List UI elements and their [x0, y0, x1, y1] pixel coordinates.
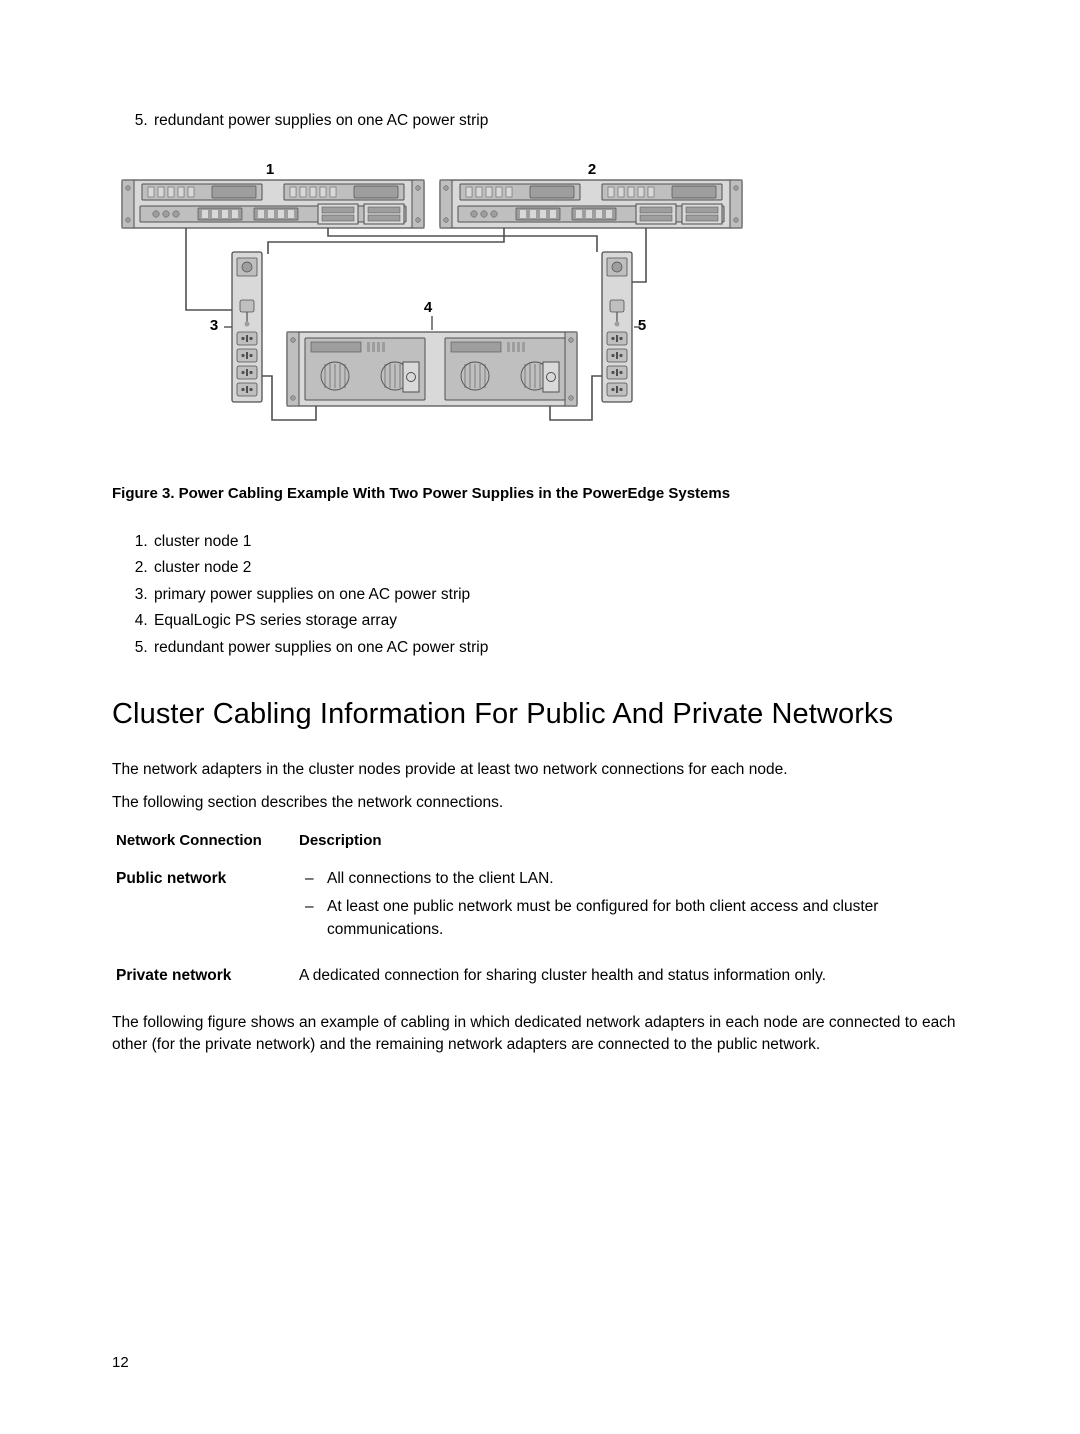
- power-cabling-diagram: 1 2 3 4 5: [112, 162, 752, 457]
- table-row: Public network All connections to the cl…: [112, 862, 970, 959]
- figure-3: 1 2 3 4 5 Figure 3. Power Cabling Example Wi…: [112, 162, 970, 504]
- intro-list: redundant power supplies on one AC power…: [112, 110, 970, 132]
- svg-text:1: 1: [266, 162, 274, 178]
- list-item: EqualLogic PS series storage array: [152, 610, 970, 632]
- table-header: Description: [295, 824, 970, 862]
- list-item: primary power supplies on one AC power s…: [152, 584, 970, 606]
- svg-text:4: 4: [424, 299, 433, 316]
- figure-caption: Figure 3. Power Cabling Example With Two…: [112, 483, 970, 505]
- intro-list-item: redundant power supplies on one AC power…: [152, 110, 970, 132]
- section-title: Cluster Cabling Information For Public A…: [112, 693, 970, 735]
- section-paragraph: The network adapters in the cluster node…: [112, 759, 970, 781]
- page-number: 12: [112, 1352, 129, 1374]
- list-item: cluster node 2: [152, 557, 970, 579]
- list-item: At least one public network must be conf…: [299, 896, 966, 941]
- svg-text:3: 3: [210, 317, 218, 334]
- section-paragraph: The following section describes the netw…: [112, 792, 970, 814]
- table-header: Network Connection: [112, 824, 295, 862]
- table-row: Private network A dedicated connection f…: [112, 959, 970, 999]
- figure-legend: cluster node 1 cluster node 2 primary po…: [112, 531, 970, 659]
- svg-text:2: 2: [588, 162, 596, 178]
- connection-name: Public network: [112, 862, 295, 959]
- connection-description: A dedicated connection for sharing clust…: [295, 959, 970, 999]
- list-item: All connections to the client LAN.: [299, 868, 966, 890]
- connection-description: All connections to the client LAN. At le…: [295, 862, 970, 959]
- bullet-list: All connections to the client LAN. At le…: [299, 868, 966, 941]
- connection-name: Private network: [112, 959, 295, 999]
- after-table-paragraph: The following figure shows an example of…: [112, 1012, 970, 1057]
- list-item: cluster node 1: [152, 531, 970, 553]
- list-item: redundant power supplies on one AC power…: [152, 637, 970, 659]
- svg-text:5: 5: [638, 317, 646, 334]
- network-connections-table: Network Connection Description Public ne…: [112, 824, 970, 1000]
- document-page: redundant power supplies on one AC power…: [0, 0, 1080, 1434]
